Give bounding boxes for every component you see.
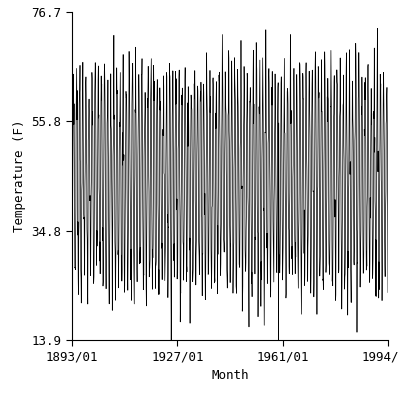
Y-axis label: Temperature (F): Temperature (F) [13, 120, 26, 232]
X-axis label: Month: Month [211, 369, 249, 382]
